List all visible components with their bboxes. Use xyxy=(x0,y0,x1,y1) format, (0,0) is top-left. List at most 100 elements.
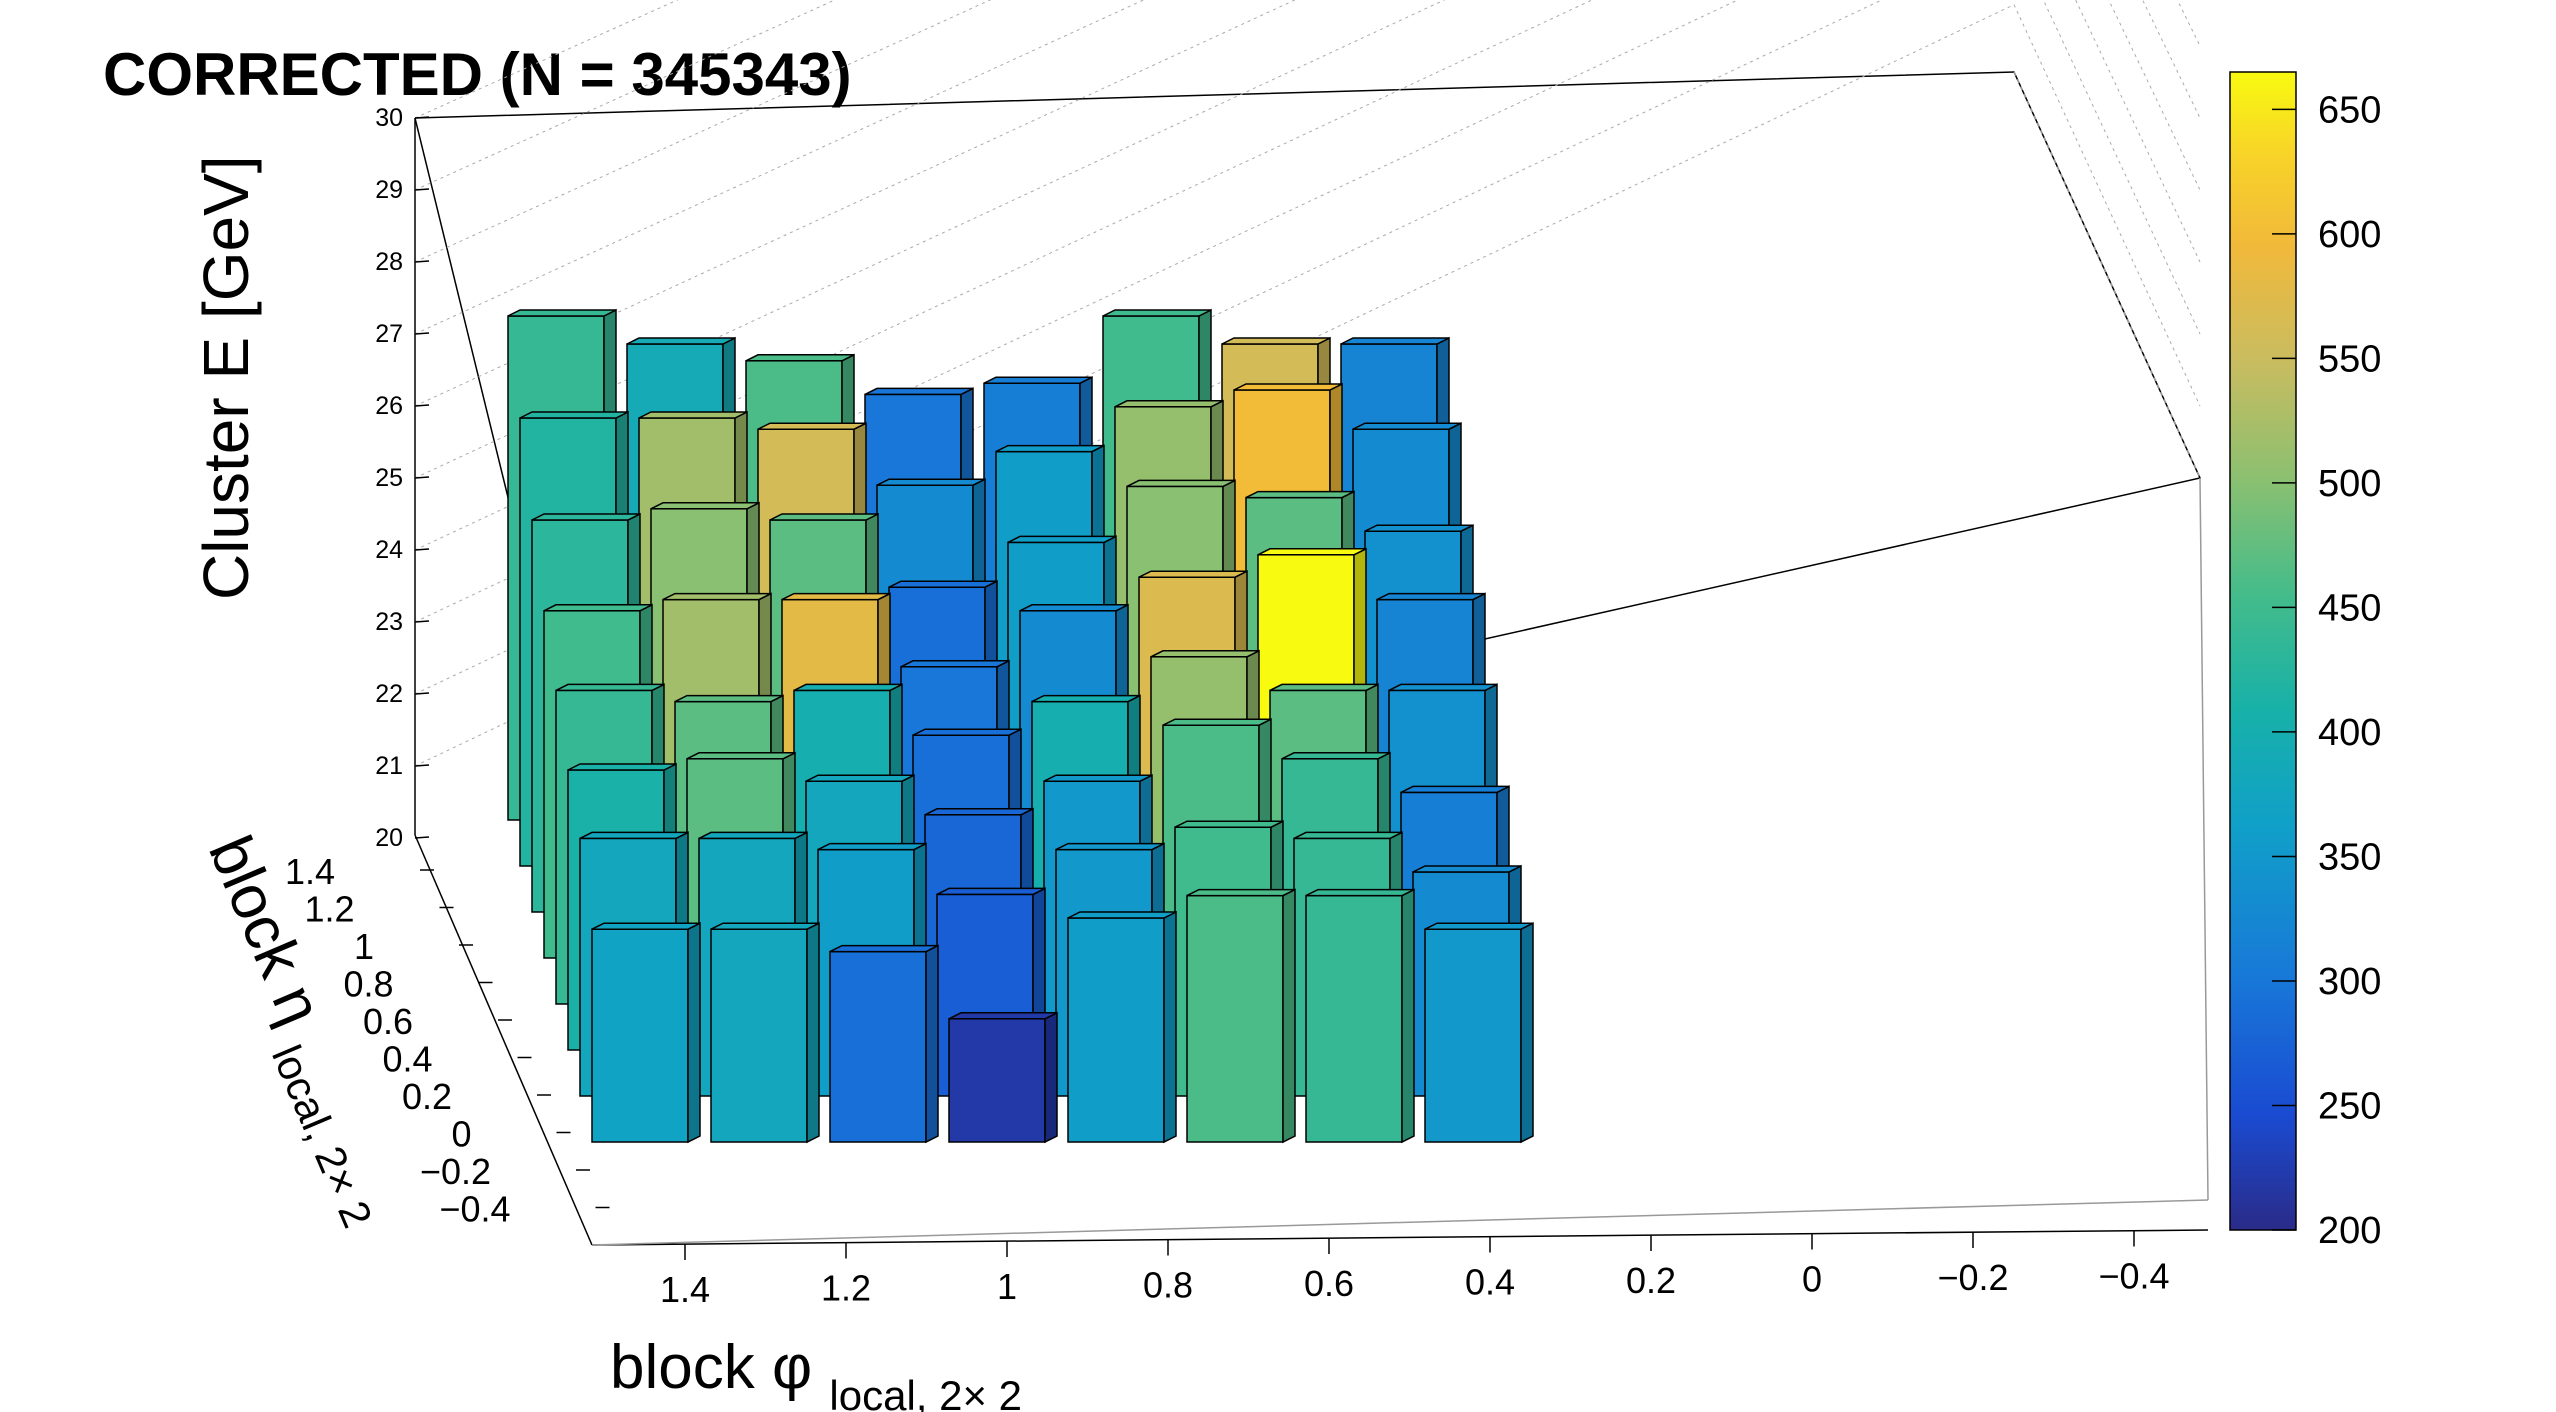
z-tick-mark xyxy=(414,836,430,839)
bar-top-face xyxy=(1067,911,1177,919)
z-tick-label: 29 xyxy=(375,176,403,204)
bar-top-face xyxy=(1400,785,1510,794)
bar-front-face xyxy=(829,950,927,1143)
z-tick-label: 24 xyxy=(375,536,403,564)
eta-tick-label: 0.6 xyxy=(363,1001,413,1042)
bar-side-face xyxy=(1520,921,1534,1144)
phi-tick-label: −0.4 xyxy=(2098,1256,2169,1297)
bar-top-face xyxy=(1174,820,1284,828)
z-tick-label: 30 xyxy=(375,104,403,132)
bar-top-face xyxy=(983,376,1093,384)
bar-top-face xyxy=(650,502,760,510)
eta-tick-label: 1.2 xyxy=(304,889,354,930)
bar-top-face xyxy=(579,831,689,840)
phi-tick-label: 0.4 xyxy=(1465,1262,1515,1303)
bar-top-face xyxy=(1364,524,1474,532)
bar xyxy=(948,1011,1058,1144)
z-tick-mark xyxy=(414,260,430,263)
eta-tick-label: −0.4 xyxy=(439,1189,510,1230)
bar xyxy=(1067,910,1177,1144)
bar-top-face xyxy=(817,842,927,851)
bar-top-face xyxy=(1412,865,1522,873)
bar-top-face xyxy=(1245,490,1355,499)
bar-top-face xyxy=(531,513,641,521)
bar-side-face xyxy=(1282,888,1296,1144)
bar-top-face xyxy=(1293,831,1403,840)
z-tick-mark xyxy=(414,116,430,119)
bar-top-face xyxy=(1150,650,1260,658)
bar xyxy=(1305,888,1415,1144)
z-tick-mark xyxy=(414,764,430,767)
phi-axis-title-main: block φ xyxy=(610,1333,812,1402)
bar-top-face xyxy=(995,444,1105,453)
bar-top-face xyxy=(900,660,1010,668)
bar-top-face xyxy=(1340,337,1450,345)
z-tick-label: 23 xyxy=(375,608,403,636)
phi-tick-label: −0.2 xyxy=(1937,1257,2008,1298)
colorbar-ticks: 650 600 550 500 450 400 350 300 250 200 xyxy=(2272,89,2381,1252)
phi-axis-line xyxy=(591,1229,2209,1246)
bar-front-face xyxy=(948,1018,1046,1143)
colorbar-tick-label: 500 xyxy=(2318,463,2381,505)
bar-top-face xyxy=(912,728,1022,736)
z-tick-mark xyxy=(414,476,430,479)
bar-top-face xyxy=(698,831,808,840)
colorbar-tick-label: 400 xyxy=(2318,712,2381,754)
colorbar-tick-label: 450 xyxy=(2318,587,2381,629)
eta-tick-label: 1 xyxy=(354,926,374,967)
phi-axis-ticks: 1.4 1.2 1 0.8 0.6 0.4 0.2 0 −0.2 −0.4 xyxy=(660,1230,2170,1310)
phi-tick-label: 0.8 xyxy=(1143,1265,1193,1306)
bars xyxy=(507,308,1534,1144)
z-gridline xyxy=(414,0,2201,551)
bar-top-face xyxy=(781,592,891,601)
bar-top-face xyxy=(555,683,665,692)
phi-axis-title-sub: local, 2× 2 xyxy=(829,1372,1022,1412)
colorbar-tick-label: 200 xyxy=(2318,1210,2381,1252)
bar xyxy=(591,921,701,1144)
bar-top-face xyxy=(793,683,903,692)
bar-top-face xyxy=(626,337,736,345)
bar-top-face xyxy=(888,580,998,588)
bar-top-face xyxy=(1388,683,1498,692)
bar-top-face xyxy=(805,774,915,782)
eta-tick-label: 0.2 xyxy=(402,1076,452,1117)
z-tick-label: 20 xyxy=(375,824,403,852)
bar-front-face xyxy=(591,928,689,1143)
chart-title: CORRECTED (N = 345343) xyxy=(103,41,852,108)
z-tick-label: 26 xyxy=(375,392,403,420)
bar-top-face xyxy=(1221,337,1331,345)
bar xyxy=(1424,921,1534,1144)
bar-top-face xyxy=(1233,383,1343,391)
phi-tick-label: 0.6 xyxy=(1304,1263,1354,1304)
bar-side-face xyxy=(806,921,820,1144)
bar-top-face xyxy=(745,354,855,362)
eta-axis-ticks: 1.41.210.80.60.40.20−0.2−0.4 xyxy=(285,851,610,1230)
phi-tick-label: 1.4 xyxy=(660,1269,710,1310)
z-tick-label: 27 xyxy=(375,320,403,348)
bar-top-face xyxy=(1376,592,1486,601)
eta-tick-label: 1.4 xyxy=(285,851,335,892)
eta-tick-label: 0.8 xyxy=(343,964,393,1005)
bar-top-face xyxy=(864,387,974,396)
z-gridline xyxy=(414,0,992,263)
z-tick-mark xyxy=(414,188,430,191)
bar-top-face xyxy=(1257,548,1367,556)
eta-tick-label: 0.4 xyxy=(382,1039,432,1080)
bar-top-face xyxy=(924,808,1034,816)
z-tick-label: 28 xyxy=(375,248,403,276)
bar-top-face xyxy=(638,411,748,419)
z-tick-label: 25 xyxy=(375,464,403,492)
eta-axis-title-sub: local, 2× 2 xyxy=(263,1038,382,1234)
phi-axis-title: block φ local, 2× 2 xyxy=(610,1333,1022,1412)
bar xyxy=(710,921,820,1144)
bar-top-face xyxy=(519,411,629,419)
bar-top-face xyxy=(1305,888,1415,897)
bar-top-face xyxy=(1269,683,1379,692)
phi-tick-label: 1 xyxy=(997,1266,1017,1307)
bar-top-face xyxy=(567,763,677,771)
bar-front-face xyxy=(710,928,808,1143)
z-tick-mark xyxy=(414,332,430,335)
bar-side-face xyxy=(925,944,939,1144)
z-tick-mark xyxy=(414,692,430,695)
bar-top-face xyxy=(710,922,820,930)
